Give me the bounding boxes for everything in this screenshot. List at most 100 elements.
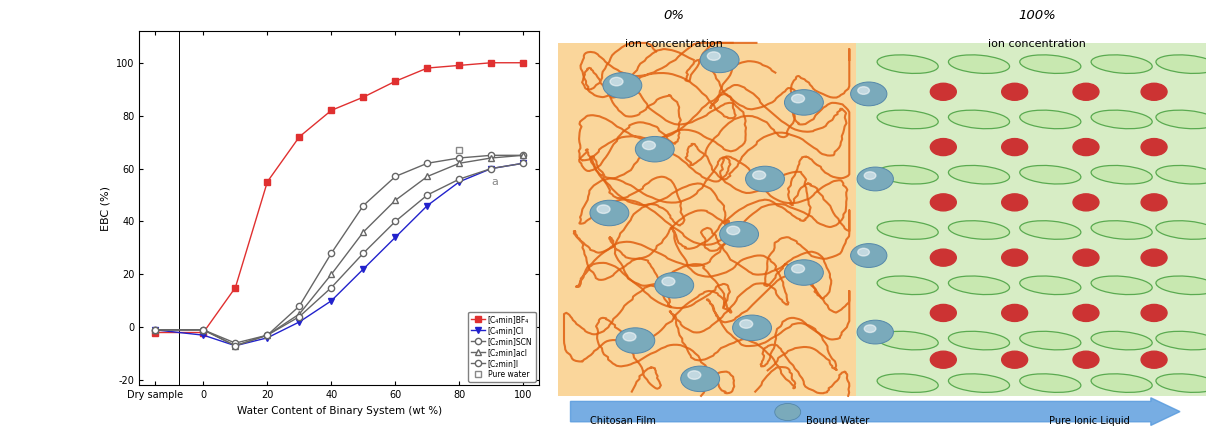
Circle shape [739, 320, 753, 328]
[C₂min]I [356, 250, 371, 256]
Ellipse shape [877, 374, 938, 392]
[C₂min]I [516, 161, 531, 166]
[C₂min]acl [292, 311, 307, 317]
[C₂min]I [292, 314, 307, 319]
Line: [C₄min]BF₄: [C₄min]BF₄ [153, 60, 526, 336]
[C₂min]SCN [196, 327, 211, 333]
Circle shape [602, 73, 642, 98]
[C₂min]I [261, 333, 275, 338]
[C₂min]SCN [516, 153, 531, 158]
[C₄min]BF₄ [484, 60, 498, 66]
[C₄min]BF₄ [388, 78, 402, 84]
Ellipse shape [877, 165, 938, 184]
[C₄min]BF₄ [148, 330, 162, 335]
Circle shape [1142, 304, 1167, 322]
Circle shape [931, 351, 956, 368]
Ellipse shape [949, 374, 1010, 392]
Circle shape [720, 222, 759, 247]
[C₂min]acl [324, 272, 338, 277]
[C₂min]SCN [484, 153, 498, 158]
Circle shape [1073, 351, 1099, 368]
Circle shape [1073, 249, 1099, 266]
Circle shape [931, 83, 956, 100]
Ellipse shape [949, 221, 1010, 239]
Ellipse shape [1156, 55, 1212, 74]
Circle shape [1073, 139, 1099, 155]
Legend: [C₄min]BF₄, [C₄min]Cl, [C₂min]SCN, [C₂min]acl, [C₂min]I, Pure water: [C₄min]BF₄, [C₄min]Cl, [C₂min]SCN, [C₂mi… [468, 312, 536, 381]
Ellipse shape [949, 165, 1010, 184]
Circle shape [681, 366, 720, 392]
Circle shape [1001, 351, 1028, 368]
Circle shape [1142, 249, 1167, 266]
[C₂min]I [484, 166, 498, 171]
Ellipse shape [1019, 110, 1081, 129]
Circle shape [784, 260, 823, 285]
Ellipse shape [1019, 374, 1081, 392]
[C₄min]Cl [421, 203, 435, 208]
Circle shape [1073, 194, 1099, 211]
Circle shape [732, 315, 772, 341]
[C₂min]acl [516, 153, 531, 158]
Circle shape [851, 244, 887, 268]
[C₄min]Cl [148, 327, 162, 333]
Ellipse shape [1156, 331, 1212, 350]
[C₄min]Cl [292, 319, 307, 325]
[C₄min]Cl [356, 266, 371, 272]
Ellipse shape [1091, 331, 1153, 350]
Ellipse shape [877, 221, 938, 239]
Ellipse shape [1019, 331, 1081, 350]
Circle shape [931, 304, 956, 322]
Ellipse shape [877, 110, 938, 129]
Bar [558, 43, 856, 396]
FancyArrow shape [571, 398, 1180, 425]
Circle shape [701, 47, 739, 73]
[C₄min]Cl [516, 161, 531, 166]
Circle shape [864, 172, 876, 179]
Ellipse shape [1019, 55, 1081, 74]
Circle shape [688, 371, 701, 379]
[C₄min]Cl [196, 333, 211, 338]
Ellipse shape [1156, 276, 1212, 295]
Line: [C₂min]I: [C₂min]I [153, 160, 526, 349]
Ellipse shape [1091, 165, 1153, 184]
[C₄min]BF₄ [421, 66, 435, 71]
[C₂min]acl [148, 327, 162, 333]
Text: a: a [491, 177, 498, 187]
[C₄min]BF₄ [356, 94, 371, 100]
Ellipse shape [949, 276, 1010, 295]
Ellipse shape [1091, 374, 1153, 392]
[C₂min]I [421, 192, 435, 198]
Circle shape [1001, 83, 1028, 100]
Ellipse shape [877, 331, 938, 350]
Circle shape [857, 167, 893, 191]
Line: [C₂min]SCN: [C₂min]SCN [153, 152, 526, 346]
Circle shape [864, 325, 876, 333]
Circle shape [642, 141, 656, 150]
Circle shape [635, 136, 674, 162]
[C₂min]SCN [452, 155, 467, 161]
Circle shape [1142, 194, 1167, 211]
[C₂min]SCN [324, 250, 338, 256]
Circle shape [745, 166, 784, 192]
Ellipse shape [1091, 276, 1153, 295]
[C₄min]BF₄ [324, 108, 338, 113]
Y-axis label: EBC (%): EBC (%) [101, 186, 110, 231]
[C₂min]acl [261, 333, 275, 338]
Circle shape [1001, 249, 1028, 266]
[C₂min]I [228, 343, 242, 348]
[C₄min]BF₄ [196, 330, 211, 335]
Text: Chitosan Film: Chitosan Film [590, 416, 656, 426]
Circle shape [791, 94, 805, 103]
Text: ion concentration: ion concentration [989, 39, 1086, 49]
[C₂min]SCN [356, 203, 371, 208]
Circle shape [791, 264, 805, 273]
Circle shape [616, 328, 654, 354]
Ellipse shape [1156, 374, 1212, 392]
Ellipse shape [949, 110, 1010, 129]
[C₄min]BF₄ [516, 60, 531, 66]
[C₂min]acl [196, 327, 211, 333]
Circle shape [1073, 304, 1099, 322]
Circle shape [708, 52, 720, 60]
[C₂min]SCN [421, 161, 435, 166]
Text: Pure Ionic Liquid: Pure Ionic Liquid [1048, 416, 1130, 426]
